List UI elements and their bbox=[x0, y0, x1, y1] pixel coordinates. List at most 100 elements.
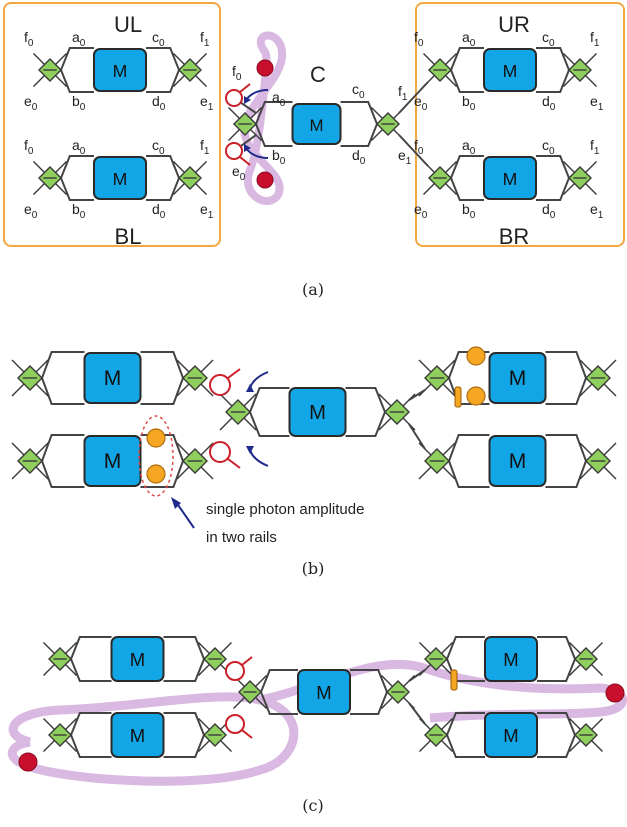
port-label: d0 bbox=[352, 147, 366, 167]
port-label: d0 bbox=[152, 93, 166, 113]
rail bbox=[450, 47, 484, 71]
rail bbox=[345, 387, 386, 413]
rail bbox=[249, 411, 290, 437]
arrowhead-bottom bbox=[244, 144, 251, 152]
rail bbox=[163, 636, 205, 660]
port-label: c0 bbox=[542, 29, 555, 49]
rail bbox=[545, 460, 587, 488]
rail bbox=[255, 101, 293, 125]
rail bbox=[70, 712, 112, 736]
link bbox=[398, 81, 429, 114]
rail bbox=[446, 734, 485, 758]
module-box bbox=[93, 48, 147, 92]
module-box bbox=[291, 103, 342, 145]
port-label: e0 bbox=[24, 201, 38, 221]
entanglement-glow bbox=[240, 31, 287, 205]
rail bbox=[536, 69, 570, 93]
module-box bbox=[288, 387, 347, 437]
link bbox=[408, 702, 426, 725]
rail bbox=[340, 123, 378, 147]
link bbox=[408, 389, 426, 401]
port-label: b0 bbox=[462, 201, 476, 221]
label-det-e: e0 bbox=[232, 163, 246, 183]
amplitude-right-top bbox=[466, 346, 486, 366]
panel-b: M M M M M single photon amplitude in two rai… bbox=[11, 346, 617, 578]
rail bbox=[448, 460, 490, 488]
panel-b-modules: M M M M M bbox=[11, 351, 617, 488]
port-label: c0 bbox=[152, 137, 165, 157]
rail bbox=[260, 691, 298, 715]
module-box bbox=[488, 352, 547, 404]
caption-b: (b) bbox=[302, 559, 325, 578]
rail bbox=[536, 155, 570, 179]
amplitude-right-bottom bbox=[466, 386, 486, 406]
rail bbox=[536, 177, 570, 201]
frame-ur-br bbox=[415, 2, 625, 247]
port-label: f0 bbox=[24, 29, 34, 49]
port-label: b0 bbox=[272, 147, 286, 167]
module-label: M bbox=[104, 450, 122, 473]
port-label: f0 bbox=[24, 137, 34, 157]
rail bbox=[446, 712, 485, 736]
module-label: M bbox=[316, 682, 331, 703]
rail bbox=[537, 734, 576, 758]
port-label: e1 bbox=[398, 147, 412, 167]
amplitude-rail-top bbox=[146, 428, 166, 448]
rail bbox=[146, 47, 180, 71]
rail bbox=[448, 434, 490, 462]
port-label: a0 bbox=[72, 137, 86, 157]
port-label: f1 bbox=[590, 29, 600, 49]
link bbox=[398, 134, 429, 167]
module-box bbox=[297, 669, 351, 715]
arrow-bottom bbox=[249, 449, 269, 467]
rail bbox=[41, 377, 85, 405]
rail bbox=[146, 69, 180, 93]
phase-shifter bbox=[450, 669, 458, 691]
detector-top bbox=[225, 83, 251, 107]
module-box bbox=[483, 48, 537, 92]
rail bbox=[70, 734, 112, 758]
rail bbox=[60, 69, 94, 93]
annotation-line-2: in two rails bbox=[206, 529, 277, 546]
rail bbox=[41, 434, 85, 462]
panel-c: M M M M M (c) bbox=[8, 636, 627, 815]
rail bbox=[340, 101, 378, 125]
rail bbox=[140, 351, 184, 379]
port-label: a0 bbox=[72, 29, 86, 49]
panel-a-port-labels: f0e0a0b0c0d0f1e1f0e0a0b0c0d0f1e1f0e0a0b0… bbox=[24, 29, 604, 221]
arrowhead-top bbox=[244, 96, 251, 104]
frame-ul-bl bbox=[3, 2, 221, 247]
caption-a: (a) bbox=[302, 280, 324, 299]
rail bbox=[146, 177, 180, 201]
port-label: e1 bbox=[200, 93, 214, 113]
module-box bbox=[110, 636, 165, 682]
rail bbox=[545, 377, 587, 405]
caption-c: (c) bbox=[302, 796, 323, 815]
port-label: d0 bbox=[542, 93, 556, 113]
rail bbox=[345, 411, 386, 437]
rail bbox=[70, 658, 112, 682]
rail bbox=[140, 377, 184, 405]
rail bbox=[163, 712, 205, 736]
panel-a-modules: M M M M M bbox=[33, 47, 597, 201]
port-label: e1 bbox=[590, 93, 604, 113]
rail bbox=[350, 691, 388, 715]
link bbox=[408, 423, 426, 450]
module-label: M bbox=[509, 367, 527, 390]
rail bbox=[446, 636, 485, 660]
rail bbox=[163, 734, 205, 758]
annotation-arrowhead bbox=[171, 497, 181, 509]
label-ul: UL bbox=[114, 12, 142, 37]
rail bbox=[260, 669, 298, 693]
module-label: M bbox=[130, 649, 145, 670]
port-label: c0 bbox=[152, 29, 165, 49]
arrowhead-bottom bbox=[246, 446, 254, 454]
rail bbox=[60, 155, 94, 179]
port-label: a0 bbox=[462, 137, 476, 157]
port-label: a0 bbox=[272, 89, 286, 109]
module-label: M bbox=[309, 402, 326, 424]
amplitude-rail-bottom bbox=[146, 464, 166, 484]
rail bbox=[60, 47, 94, 71]
link bbox=[408, 669, 426, 682]
